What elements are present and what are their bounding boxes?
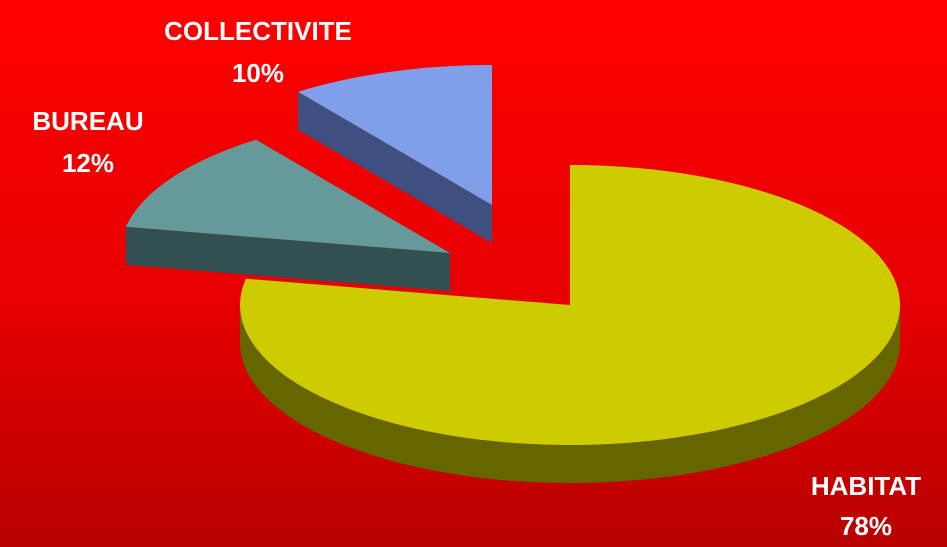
- label-category-habitat: HABITAT: [811, 471, 921, 501]
- label-category-bureau: BUREAU: [32, 106, 143, 136]
- label-category-collectivite: COLLECTIVITE: [164, 16, 352, 46]
- label-value-habitat: 78%: [840, 511, 892, 541]
- pie-labels: HABITAT 78% BUREAU 12% COLLECTIVITE 10%: [32, 16, 921, 541]
- slice-bureau: [125, 139, 450, 253]
- slice-collectivite: [298, 65, 492, 205]
- label-value-collectivite: 10%: [232, 58, 284, 88]
- slice-rim-habitat: [240, 305, 900, 483]
- pie-tops: [125, 65, 900, 446]
- slice-wall-start-collectivite: [298, 91, 492, 244]
- slice-wall-start-bureau: [125, 226, 450, 291]
- slice-habitat: [240, 165, 900, 446]
- label-value-bureau: 12%: [62, 148, 114, 178]
